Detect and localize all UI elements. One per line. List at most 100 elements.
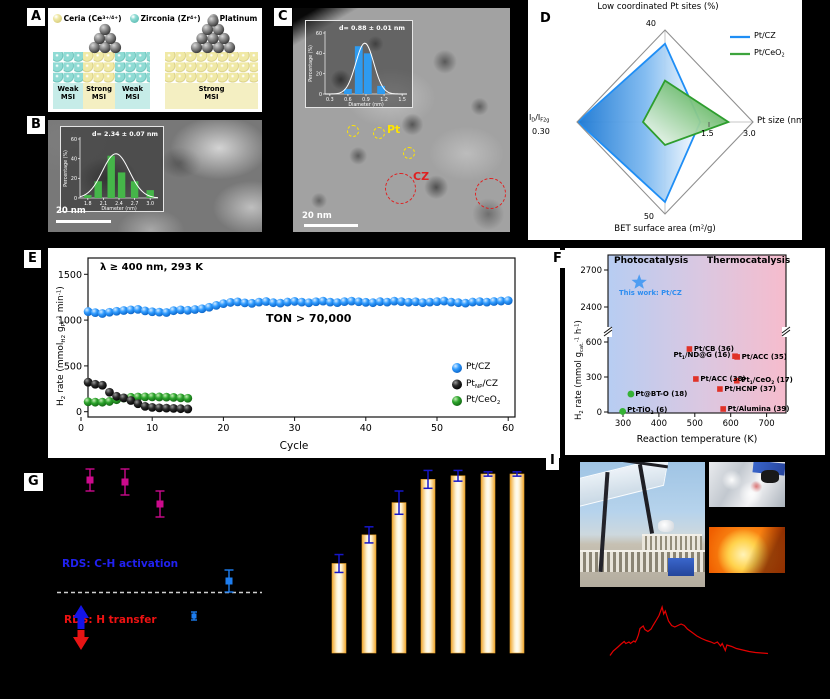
bar (509, 473, 525, 654)
radar-legend-label: Pt/CeO2 (754, 48, 785, 59)
series-legend-label: Pt/CeO2 (466, 395, 501, 406)
bar (480, 473, 496, 654)
point-label: Pt/ACC (35) (741, 352, 787, 361)
ton-annotation: TON > 70,000 (266, 312, 352, 325)
panel-label-e: E (24, 250, 41, 269)
radar-axis-left-tick: 0.30 (532, 127, 550, 136)
panel-a-msi-schematic: Ceria (Ce3+/4+) Zirconia (Zr4+) Platinum W… (48, 8, 262, 112)
svg-text:400: 400 (651, 419, 667, 429)
svg-text:600: 600 (723, 419, 739, 429)
thermocatalysis-region-label: Thermocatalysis (707, 256, 791, 266)
svg-text:40: 40 (71, 156, 77, 162)
scale-bar (304, 224, 358, 227)
svg-text:Percentage (%): Percentage (%) (308, 45, 314, 82)
point-label: Pt/Alumina (39) (727, 404, 790, 413)
panel-e-cycling-plot: 0 500 1000 1500 0 10 20 30 40 50 60 λ ≥ 400 nm, 29… (48, 248, 560, 458)
x-axis-label: Cycle (279, 440, 309, 452)
kie-scatter (57, 468, 262, 650)
this-work-star (631, 274, 647, 289)
svg-text:1500: 1500 (58, 270, 82, 281)
svg-text:2.7: 2.7 (131, 201, 139, 207)
lattice-block (165, 52, 258, 83)
legend-label: Zirconia (Zr4+) (140, 13, 201, 23)
svg-text:60: 60 (316, 31, 322, 37)
panel-label-d: D (536, 10, 555, 29)
panel-h-bar-chart (331, 469, 525, 654)
panel-label-a: A (27, 8, 46, 27)
svg-text:20: 20 (316, 71, 322, 77)
svg-text:1.8: 1.8 (84, 201, 92, 207)
series-0 (83, 296, 513, 318)
x-axis-label: Reaction temperature (K) (636, 434, 758, 445)
svg-text:Diameter (nm): Diameter (nm) (101, 206, 137, 211)
solar-spectrum-curve (609, 604, 769, 656)
cycle-scatter-plot: 0 500 1000 1500 0 10 20 30 40 50 60 (58, 257, 516, 434)
benchmark-scatter-plot: 0 300 600 2400 2700 300 400 500 600 700 (580, 254, 791, 429)
point-label: Pt/HCNP (37) (724, 385, 777, 394)
dark-clamp (761, 470, 779, 483)
lattice-block (53, 52, 83, 83)
svg-text:30: 30 (289, 423, 301, 434)
bar (450, 475, 466, 654)
svg-text:60: 60 (502, 423, 514, 434)
legend-label: Platinum (219, 13, 258, 23)
svg-text:10: 10 (146, 423, 158, 434)
panel-label-f: F (549, 250, 566, 269)
panel-d-radar-chart: Low coordinated Pt sites (%) 40 Pt size (n… (528, 0, 808, 240)
panel-label-c: C (274, 8, 292, 27)
zirconia-sphere-icon (129, 13, 139, 23)
material-legend: Ceria (Ce3+/4+) Zirconia (Zr4+) Platinum (48, 11, 262, 25)
photo-solar-concentrator (580, 462, 705, 587)
y-axis-label: H2 rate (mmolH2 gPt-1 min-1) (56, 286, 67, 406)
cz-marker-circle (475, 178, 506, 209)
svg-text:60: 60 (71, 137, 77, 143)
cz-annotation: CZ (413, 170, 430, 183)
photo-foil-reactor (709, 462, 785, 507)
reactor-flask (658, 520, 674, 532)
svg-text:0: 0 (78, 423, 84, 434)
bar (361, 534, 377, 654)
data-point (720, 406, 726, 412)
lattice-block (115, 52, 150, 83)
msi-label: Weak MSI (115, 83, 150, 109)
data-point (734, 377, 740, 384)
svg-text:40: 40 (316, 51, 322, 57)
radar-axis-bottom-label: BET surface area (m2/g) (614, 224, 716, 234)
photo-glowing-reaction (709, 527, 785, 573)
lab-jack (668, 558, 694, 576)
lattice-block (83, 52, 115, 83)
svg-text:0.9: 0.9 (362, 97, 370, 103)
svg-text:20: 20 (71, 176, 77, 182)
radar-axis-right-label: Pt size (nm) (757, 116, 808, 126)
panel-g-kie-plot: RDS: C-H activation RDS: H transfer (20, 465, 310, 675)
svg-text:500: 500 (687, 419, 703, 429)
up-arrow-icon (73, 605, 89, 629)
bar (420, 479, 436, 654)
svg-text:0: 0 (597, 408, 602, 418)
series-1 (83, 377, 193, 414)
rooftop-railing (642, 534, 702, 552)
photocatalysis-region-label: Photocatalysis (614, 256, 689, 266)
cz-marker-circle (385, 173, 416, 204)
pt-annotation: Pt (387, 123, 401, 136)
radar-legend-label: Pt/CZ (754, 31, 776, 40)
svg-text:2.1: 2.1 (100, 201, 108, 207)
series-2 (83, 392, 193, 407)
radar-axis-right-tick: 3.0 (743, 129, 756, 138)
point-label: Pt/ACC (38) (700, 374, 746, 383)
radar-axis-right-midtick: 1.5 (701, 129, 714, 138)
irradiation-annotation: λ ≥ 400 nm, 293 K (100, 262, 203, 273)
data-point (86, 476, 94, 484)
y-axis-label: H2 rate (mmol gcat.-1 h-1) (574, 320, 585, 420)
size-histogram-inset: 0 20 40 60 1.8 2.1 2.4 2.7 3.0 d= 2.34 ± 0.07 nm P… (60, 126, 164, 212)
radar-series-pt-ceo2 (641, 79, 731, 147)
bar (391, 502, 407, 654)
series-legend-label: Pt/CZ (466, 362, 491, 372)
svg-text:50: 50 (431, 423, 443, 434)
svg-text:300: 300 (615, 419, 631, 429)
scale-bar (56, 220, 111, 223)
panel-label-i: I (546, 452, 559, 471)
data-point (156, 500, 164, 508)
svg-text:2700: 2700 (580, 266, 602, 276)
size-histogram-inset: 0 20 40 60 0.3 0.6 0.9 1.2 1.5 d= 0.88 ± 0.01 nm P… (305, 20, 413, 108)
